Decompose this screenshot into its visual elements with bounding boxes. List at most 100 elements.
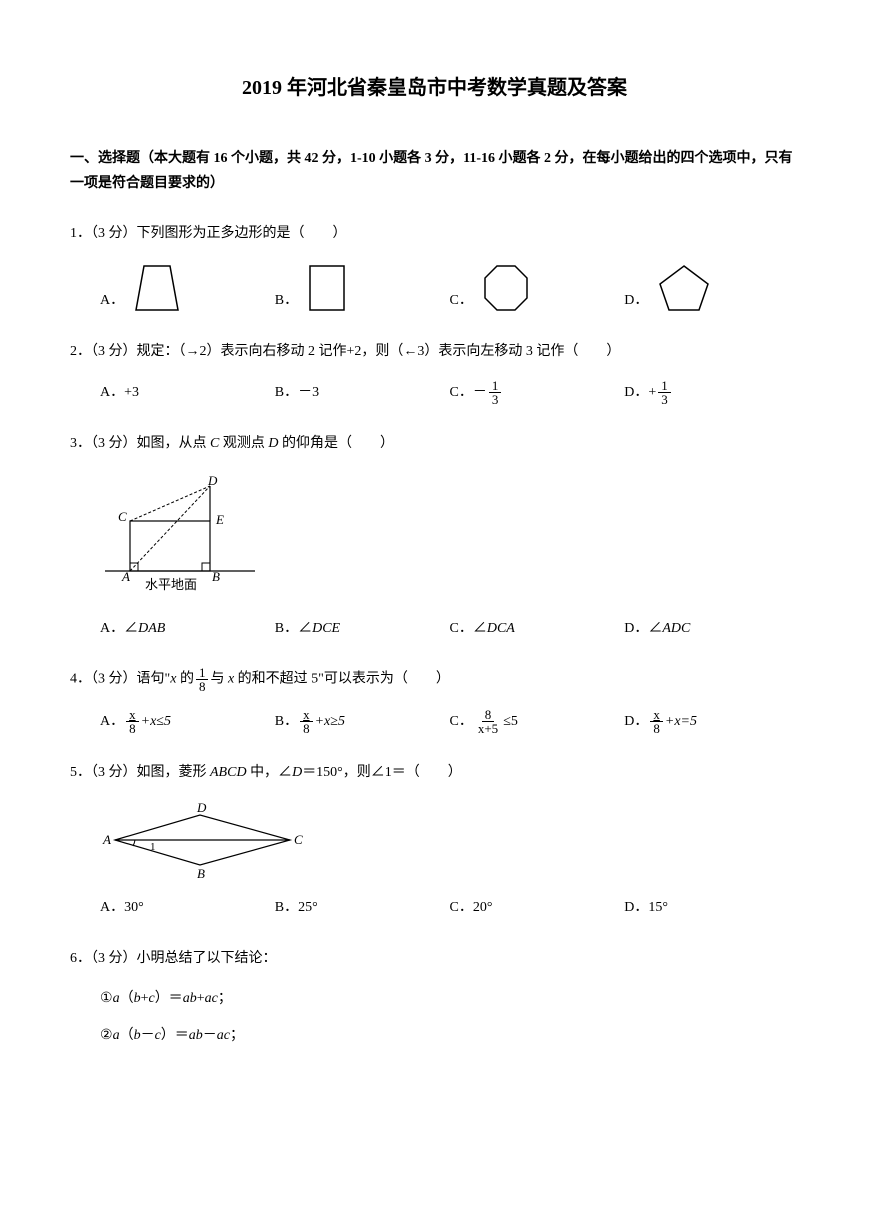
q1-b-label: B． [275, 288, 298, 313]
q4-a-frac: x8 [126, 708, 139, 735]
octagon-icon [481, 262, 531, 314]
q2-d-num: 1 [658, 379, 671, 393]
q4-b-label: B． [275, 709, 298, 734]
q4-b-rest: +x≥5 [315, 709, 345, 734]
q4-a-den: 8 [126, 722, 139, 735]
q3-a-label: A．∠ [100, 616, 138, 641]
q6-item2: ②a（b－c）＝ab－ac； [100, 1023, 799, 1048]
q4-d-rest: +x=5 [665, 709, 697, 734]
svg-text:E: E [215, 512, 224, 527]
q6-i1-pre: ① [100, 991, 113, 1006]
question-4: 4．（3 分）语句"x 的18与 x 的和不超过 5"可以表示为（ ） A． x… [70, 666, 799, 735]
q4-c-den: x+5 [475, 722, 501, 735]
q6-i1-plus2: + [197, 991, 205, 1006]
svg-text:B: B [212, 569, 220, 584]
q3-option-d: D．∠ADC [624, 616, 799, 641]
q6-i1-p1: （ [120, 991, 134, 1006]
q1-option-c: C． [450, 262, 625, 314]
q6-text: 6．（3 分）小明总结了以下结论： [70, 946, 799, 971]
q4-b-frac: x8 [300, 708, 313, 735]
section-header: 一、选择题（本大题有 16 个小题，共 42 分，1-10 小题各 3 分，11… [70, 146, 799, 196]
q3-options: A．∠DAB B．∠DCE C．∠DCA D．∠ADC [100, 616, 799, 641]
q5-mid: 中，∠ [247, 765, 293, 780]
q5-b: B．25° [275, 895, 318, 920]
q5-option-c: C．20° [450, 895, 625, 920]
q4-option-d: D． x8 +x=5 [624, 708, 799, 735]
q1-option-b: B． [275, 262, 450, 314]
q3-a-val: DAB [138, 616, 165, 641]
q4-c-rest: ≤5 [503, 709, 518, 734]
q4-d-den: 8 [650, 722, 663, 735]
q2-a: A．+3 [100, 380, 139, 405]
q2-d-den: 3 [658, 393, 671, 406]
svg-text:D: D [207, 473, 218, 488]
q3-mid: 观测点 [219, 436, 268, 451]
q5-c: C．20° [450, 895, 493, 920]
question-2: 2．（3 分）规定：（→2）表示向右移动 2 记作+2，则（←3）表示向左移动 … [70, 339, 799, 406]
q3-option-b: B．∠DCE [275, 616, 450, 641]
q3-b-label: B．∠ [275, 616, 312, 641]
q4-d-frac: x8 [650, 708, 663, 735]
q4-b-num: x [300, 708, 313, 722]
q4-d-label: D． [624, 709, 648, 734]
q5-d: D [292, 765, 302, 780]
q3-d-label: D．∠ [624, 616, 662, 641]
q4-a-num: x [126, 708, 139, 722]
q5-abcd: ABCD [210, 765, 247, 780]
trapezoid-icon [132, 262, 182, 314]
q4-pre: 4．（3 分）语句" [70, 672, 170, 687]
q1-option-d: D． [624, 262, 799, 314]
question-5: 5．（3 分）如图，菱形 ABCD 中，∠D＝150°，则∠1＝（ ） A B … [70, 760, 799, 920]
svg-text:B: B [197, 866, 205, 880]
q4-text: 4．（3 分）语句"x 的18与 x 的和不超过 5"可以表示为（ ） [70, 666, 799, 693]
q2-option-b: B．－3 [275, 380, 450, 405]
q3-d: D [268, 436, 278, 451]
q1-text: 1．（3 分）下列图形为正多边形的是（ ） [70, 221, 799, 246]
q1-d-label: D． [624, 288, 648, 313]
q5-a: A．30° [100, 895, 144, 920]
q2-b: B．－3 [275, 380, 319, 405]
q3-d-val: ADC [662, 616, 690, 641]
q2-option-c: C． － 1 3 [450, 379, 625, 406]
q5-diagram: A B C D 1 [100, 800, 799, 880]
q4-b-den: 8 [300, 722, 313, 735]
q2-c-sign: － [473, 380, 487, 405]
q2-c-den: 3 [489, 393, 502, 406]
q6-i2-b: b [134, 1028, 141, 1043]
svg-text:A: A [121, 569, 130, 584]
rectangle-icon [306, 262, 348, 314]
q2-option-a: A．+3 [100, 380, 275, 405]
q2-d-frac: 1 3 [658, 379, 671, 406]
q1-c-label: C． [450, 288, 473, 313]
q4-d-num: x [650, 708, 663, 722]
q6-i1-a: a [113, 991, 120, 1006]
q2-options: A．+3 B．－3 C． － 1 3 D． + 1 3 [100, 379, 799, 406]
q4-a-rest: +x≤5 [141, 709, 171, 734]
q4-c-frac: 8x+5 [475, 708, 501, 735]
q4-option-b: B． x8 +x≥5 [275, 708, 450, 735]
q3-post: 的仰角是（ ） [278, 436, 394, 451]
q6-i1-b: b [134, 991, 141, 1006]
q3-c-label: C．∠ [450, 616, 487, 641]
q6-i2-p2: ）＝ [161, 1028, 189, 1043]
q4-den1: 8 [196, 680, 209, 693]
q4-mid1: 的 [176, 672, 194, 687]
q5-post: ＝150°，则∠1＝（ ） [302, 765, 462, 780]
svg-text:C: C [294, 832, 303, 847]
q3-b-val: DCE [312, 616, 340, 641]
q6-i2-minus2: － [203, 1028, 217, 1043]
q6-i1-ab: ab [183, 991, 197, 1006]
q5-option-a: A．30° [100, 895, 275, 920]
question-6: 6．（3 分）小明总结了以下结论： ①a（b+c）＝ab+ac； ②a（b－c）… [70, 946, 799, 1049]
q6-i2-ab: ab [189, 1028, 203, 1043]
q6-item1: ①a（b+c）＝ab+ac； [100, 986, 799, 1011]
q4-post: 的和不超过 5"可以表示为（ ） [234, 672, 450, 687]
q6-i2-minus: － [141, 1028, 155, 1043]
q6-i1-p2: ）＝ [155, 991, 183, 1006]
q2-d-sign: + [648, 380, 656, 405]
q2-option-d: D． + 1 3 [624, 379, 799, 406]
q2-text: 2．（3 分）规定：（→2）表示向右移动 2 记作+2，则（←3）表示向左移动 … [70, 339, 799, 364]
q6-i2-p1: （ [120, 1028, 134, 1043]
q5-option-d: D．15° [624, 895, 799, 920]
svg-text:A: A [102, 832, 111, 847]
